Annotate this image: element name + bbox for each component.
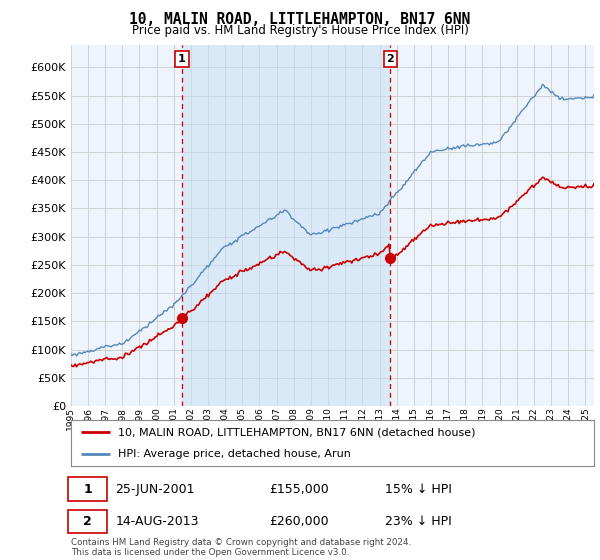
Text: HPI: Average price, detached house, Arun: HPI: Average price, detached house, Arun [118,449,351,459]
Text: 2: 2 [386,54,394,64]
FancyBboxPatch shape [68,510,107,534]
Text: 2: 2 [83,515,92,528]
Text: 1: 1 [83,483,92,496]
Text: 23% ↓ HPI: 23% ↓ HPI [385,515,451,528]
Text: 25-JUN-2001: 25-JUN-2001 [115,483,195,496]
Text: 1: 1 [178,54,186,64]
Text: 10, MALIN ROAD, LITTLEHAMPTON, BN17 6NN (detached house): 10, MALIN ROAD, LITTLEHAMPTON, BN17 6NN … [118,427,475,437]
Text: £155,000: £155,000 [269,483,329,496]
Text: 10, MALIN ROAD, LITTLEHAMPTON, BN17 6NN: 10, MALIN ROAD, LITTLEHAMPTON, BN17 6NN [130,12,470,27]
Text: Price paid vs. HM Land Registry's House Price Index (HPI): Price paid vs. HM Land Registry's House … [131,24,469,37]
Text: Contains HM Land Registry data © Crown copyright and database right 2024.
This d: Contains HM Land Registry data © Crown c… [71,538,411,557]
Text: 15% ↓ HPI: 15% ↓ HPI [385,483,452,496]
Text: £260,000: £260,000 [269,515,329,528]
FancyBboxPatch shape [68,477,107,501]
Text: 14-AUG-2013: 14-AUG-2013 [115,515,199,528]
Bar [182,45,390,406]
